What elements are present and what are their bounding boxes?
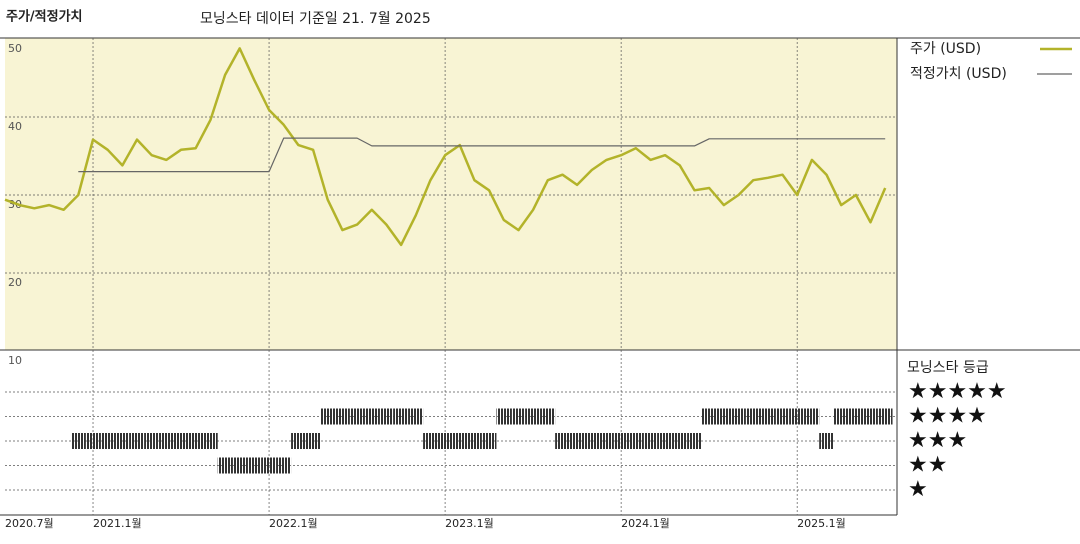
- rating-bar: [555, 433, 570, 449]
- chart-title: 주가/적정가치: [6, 9, 83, 25]
- x-tick-label: 2022.1월: [269, 517, 318, 530]
- rating-bar: [833, 408, 849, 425]
- chart-subtitle: 모닝스타 데이터 기준일 21. 7월 2025: [200, 11, 431, 27]
- rating-bar: [393, 408, 409, 425]
- rating-bar: [144, 433, 160, 449]
- series-line: [78, 137, 886, 173]
- rating-bar: [85, 433, 101, 449]
- rating-bar: [745, 408, 761, 425]
- x-tick-label: 2020.7월: [5, 517, 54, 530]
- legend-label: 주가 (USD): [910, 41, 981, 57]
- rating-bar: [775, 408, 790, 425]
- rating-bar: [877, 408, 893, 425]
- rating-bar: [643, 433, 658, 449]
- rating-bar: [423, 433, 438, 449]
- legend-label: 적정가치 (USD): [910, 66, 1007, 82]
- y-tick-label: 10: [8, 354, 22, 367]
- x-tick-label: 2025.1월: [797, 517, 846, 530]
- rating-bar: [173, 433, 189, 449]
- series-line: [4, 47, 887, 247]
- rating-bar: [657, 433, 673, 449]
- frame: [0, 37, 1080, 516]
- rating-label: ★★★★★: [908, 379, 1007, 404]
- rating-bar: [613, 433, 629, 449]
- y-tick-label: 40: [8, 120, 22, 133]
- x-tick-label: 2021.1월: [93, 517, 142, 530]
- rating-bar: [511, 408, 526, 425]
- rating-bar: [364, 408, 380, 425]
- rating-bar: [71, 433, 86, 449]
- rating-bar: [437, 433, 453, 449]
- rating-bar: [232, 457, 248, 474]
- rating-bar: [789, 408, 805, 425]
- rating-bar: [452, 433, 468, 449]
- rating-bar: [819, 433, 834, 449]
- rating-bar: [599, 433, 614, 449]
- rating-bar: [481, 433, 497, 449]
- rating-label: ★★: [908, 453, 947, 478]
- rating-bar: [203, 433, 218, 449]
- rating-bar: [863, 408, 878, 425]
- rating-bar: [188, 433, 204, 449]
- y-tick-label: 20: [8, 276, 22, 289]
- rating-bar: [291, 433, 306, 449]
- rating-bar: [379, 408, 394, 425]
- rating-bar: [848, 408, 864, 425]
- rating-bar: [467, 433, 482, 449]
- rating-bar: [628, 433, 644, 449]
- rating-bar: [276, 457, 292, 474]
- rating-bar: [760, 408, 776, 425]
- rating-bar: [247, 457, 262, 474]
- rating-bar: [716, 408, 732, 425]
- rating-bar: [408, 408, 424, 425]
- rating-bar: [701, 408, 717, 425]
- rating-bar: [100, 433, 116, 449]
- rating-bar: [335, 408, 350, 425]
- rating-title: 모닝스타 등급: [907, 360, 989, 376]
- rating-bar: [687, 433, 702, 449]
- rating-bar: [115, 433, 130, 449]
- x-tick-label: 2024.1월: [621, 517, 670, 530]
- rating-bar: [349, 408, 365, 425]
- rating-bar: [731, 408, 746, 425]
- x-tick-label: 2023.1월: [445, 517, 494, 530]
- rating-bar: [261, 457, 277, 474]
- rating-bar: [569, 433, 585, 449]
- rating-bar: [525, 408, 541, 425]
- rating-label: ★: [908, 477, 928, 502]
- rating-bar: [217, 457, 233, 474]
- rating-bar: [129, 433, 145, 449]
- rating-bar: [672, 433, 688, 449]
- rating-bar: [496, 408, 512, 425]
- rating-label: ★★★: [908, 428, 967, 453]
- rating-bar: [159, 433, 174, 449]
- rating-bar: [320, 408, 336, 425]
- rating-bar: [305, 433, 321, 449]
- rating-label: ★★★★: [908, 404, 987, 429]
- rating-bar: [540, 408, 556, 425]
- y-tick-label: 50: [8, 42, 22, 55]
- rating-bar: [584, 433, 600, 449]
- price-panel: [5, 38, 897, 350]
- rating-bar: [804, 408, 820, 425]
